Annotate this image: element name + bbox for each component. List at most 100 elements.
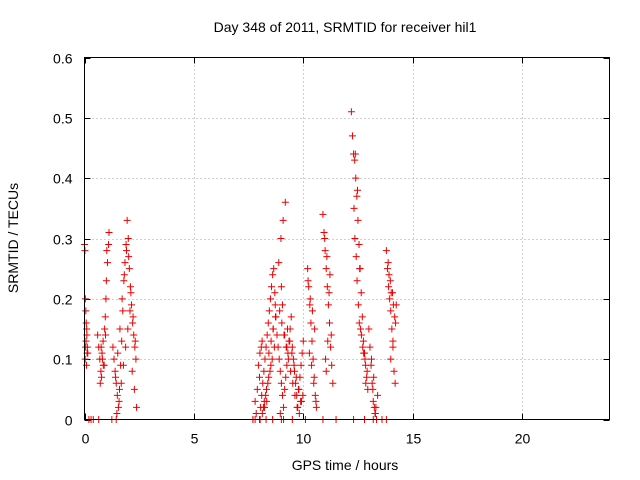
data-point (281, 385, 289, 393)
data-point (306, 295, 314, 303)
data-point (122, 241, 130, 249)
data-point (322, 265, 330, 273)
data-point (365, 325, 373, 333)
data-point (114, 403, 122, 411)
data-point (264, 319, 272, 327)
data-point (126, 283, 134, 291)
data-point (350, 204, 358, 212)
data-point (312, 403, 320, 411)
data-point (351, 150, 359, 158)
data-point (119, 361, 127, 369)
data-point (275, 355, 283, 363)
data-point (102, 295, 110, 303)
data-point (271, 301, 279, 309)
data-point (358, 313, 366, 321)
x-tick-label: 0 (82, 431, 90, 447)
data-point (275, 259, 283, 267)
data-point (261, 355, 269, 363)
data-point (101, 325, 109, 333)
data-point (359, 343, 367, 351)
data-point (322, 355, 330, 363)
data-point (129, 319, 137, 327)
data-point (352, 253, 360, 261)
data-point (384, 259, 392, 267)
data-point (105, 241, 113, 249)
data-point (368, 379, 376, 387)
data-point (276, 409, 284, 417)
data-point (383, 265, 391, 273)
data-point (390, 367, 398, 375)
data-point (268, 283, 276, 291)
data-point (81, 295, 89, 303)
data-point (122, 343, 130, 351)
chart-title: Day 348 of 2011, SRMTID for receiver hil… (214, 19, 477, 35)
data-point (103, 259, 111, 267)
data-point (354, 186, 361, 194)
data-point (309, 355, 317, 363)
y-tick-label: 0.2 (53, 292, 73, 308)
y-tick-label: 0.6 (53, 51, 73, 67)
data-point (278, 301, 286, 309)
data-point (284, 355, 292, 363)
data-point (298, 349, 306, 357)
data-point (319, 210, 327, 218)
data-point (116, 325, 124, 333)
x-axis-label: GPS time / hours (292, 457, 399, 473)
x-tick-label: 15 (406, 431, 422, 447)
data-point (329, 379, 337, 387)
data-point (123, 216, 131, 224)
data-point (256, 349, 264, 357)
data-point (385, 271, 393, 279)
data-point (98, 349, 106, 357)
y-tick-label: 0.1 (53, 352, 73, 368)
data-point (370, 373, 378, 381)
data-point (125, 253, 133, 261)
data-point (277, 379, 285, 387)
data-point (281, 198, 289, 206)
data-point (115, 397, 123, 405)
data-point (389, 343, 397, 351)
data-point (368, 355, 375, 363)
data-point (271, 289, 279, 297)
data-point (299, 337, 307, 345)
data-point (256, 373, 263, 381)
data-point (251, 397, 259, 405)
data-point (276, 307, 284, 315)
data-point (284, 325, 291, 333)
data-point (125, 265, 133, 273)
data-point (264, 379, 272, 387)
data-point (320, 228, 328, 236)
data-point (391, 313, 399, 321)
data-point (359, 337, 367, 345)
data-point (310, 373, 318, 381)
data-point (260, 367, 268, 375)
data-point (273, 331, 281, 339)
data-point (305, 283, 313, 291)
data-point (274, 343, 282, 351)
data-point (266, 367, 274, 375)
data-point (119, 307, 127, 315)
y-axis-label: SRMTID / TECUs (5, 183, 21, 293)
data-point (82, 319, 90, 327)
data-point (131, 337, 139, 345)
data-point (116, 385, 123, 393)
data-point (357, 289, 365, 297)
data-point (283, 343, 291, 351)
data-point (262, 391, 270, 399)
data-point (132, 355, 140, 363)
data-point (382, 247, 390, 255)
data-point (280, 403, 288, 411)
data-point (128, 301, 136, 309)
data-point (97, 343, 105, 351)
data-point (121, 259, 129, 267)
data-point (391, 379, 399, 387)
data-point (266, 295, 274, 303)
data-point (81, 355, 89, 363)
data-point (322, 367, 330, 375)
data-point (258, 409, 266, 417)
data-point (278, 391, 286, 399)
data-point (283, 361, 291, 369)
data-point (287, 313, 295, 321)
data-point (374, 391, 382, 399)
data-point (387, 289, 395, 297)
